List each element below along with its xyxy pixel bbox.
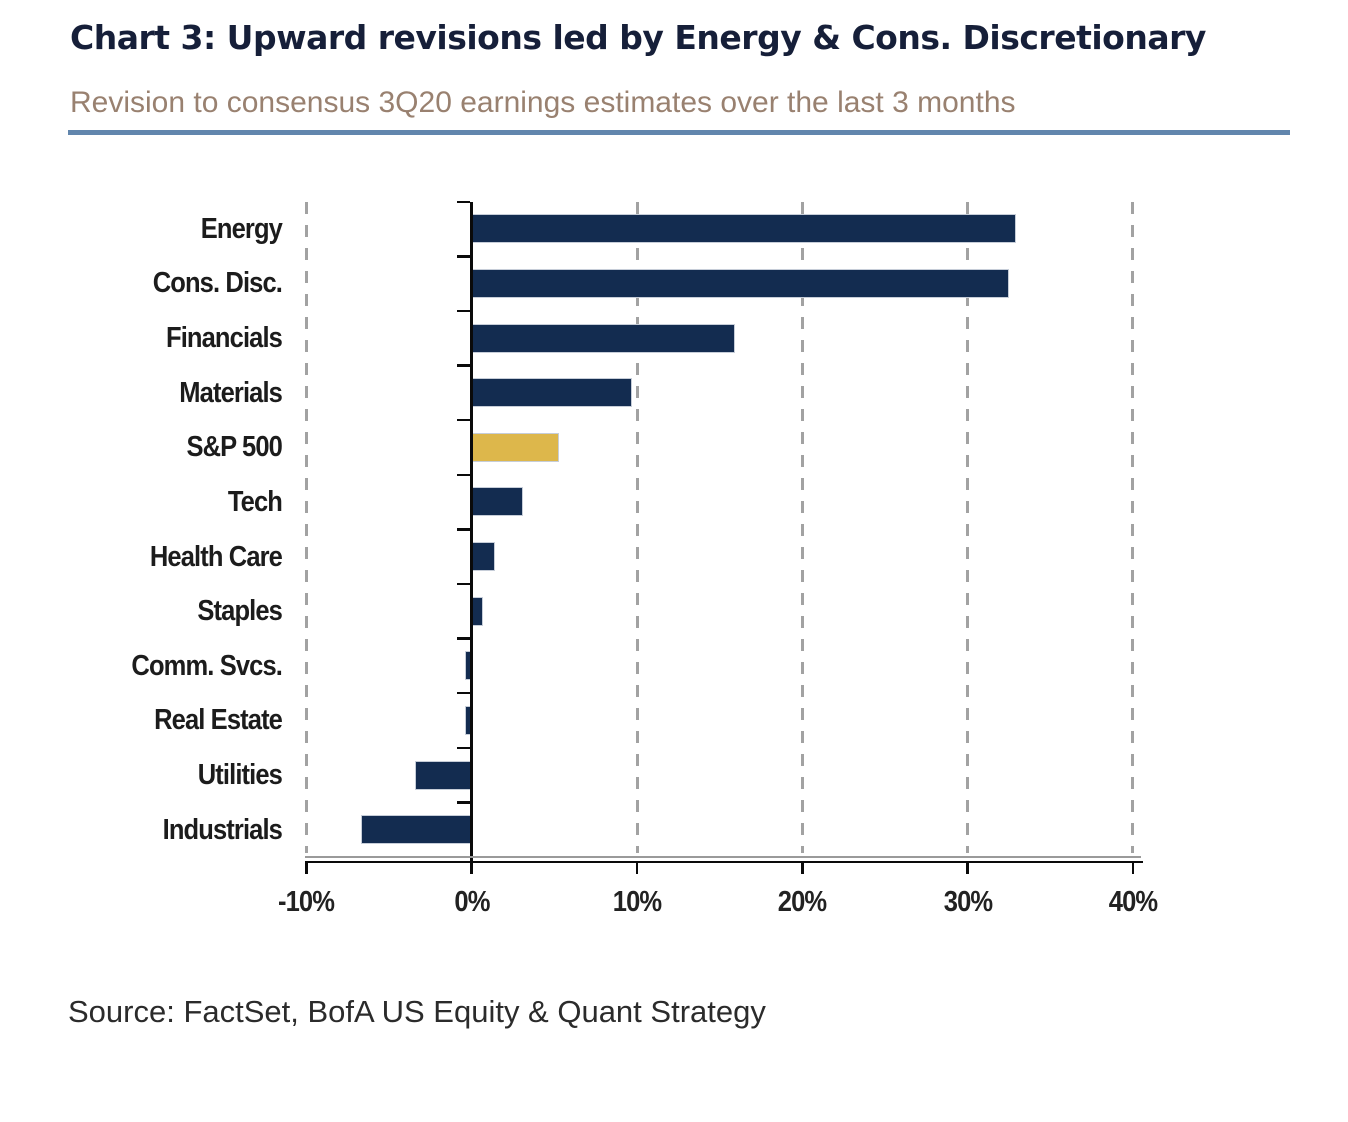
category-label-tech: Tech [227,485,283,518]
gridline-40 [1131,201,1135,853]
category-label-health-care: Health Care [149,540,283,573]
x-axis-tick [1131,860,1135,874]
category-label-cons-disc: Cons. Disc. [152,267,283,300]
bar-financials [471,323,735,353]
bar-industrials [360,815,472,845]
x-tick-label: 20% [778,886,827,918]
x-axis-tick [305,860,308,874]
category-label-comm-svcs: Comm. Svcs. [131,649,282,682]
x-axis-tick [801,860,804,874]
plot-bottom-border [305,855,1141,858]
bar-utilities [415,760,472,790]
gridline--10 [304,201,308,853]
bar-materials [471,378,633,408]
bar-cons-disc [471,268,1009,298]
x-tick-label: 10% [612,886,662,918]
bar-health-care [471,542,495,572]
x-axis-line [305,860,1143,864]
x-axis-tick [635,860,639,874]
x-axis-tick [966,860,969,874]
y-axis-tick [457,200,471,203]
y-axis-tick [457,801,471,804]
category-label-utilities: Utilities [197,759,283,791]
category-label-energy: Energy [200,212,283,245]
y-axis-tick [457,364,471,367]
header-divider-line [68,130,1290,135]
x-axis-tick [470,860,473,874]
x-tick-label: -10% [278,886,335,918]
chart-title: Chart 3: Upward revisions led by Energy … [70,18,1206,57]
category-label-financials: Financials [165,322,283,355]
y-axis-tick [457,746,471,750]
category-label-real-estate: Real Estate [154,704,283,737]
gridline-30 [966,201,970,853]
category-label-industrials: Industrials [162,813,283,846]
y-axis-tick [457,637,471,640]
bar-tech [471,487,523,517]
source-note: Source: FactSet, BofA US Equity & Quant … [68,994,766,1029]
category-label-staples: Staples [197,595,283,628]
y-axis-tick [457,255,471,258]
bar-s-p-500 [471,432,560,462]
x-tick-label: 30% [943,886,992,918]
gridline-20 [800,201,804,853]
y-axis-line [470,201,473,864]
y-axis-tick [457,418,471,422]
bar-staples [471,596,484,626]
y-axis-tick [457,473,471,476]
y-axis-tick [457,692,471,695]
y-axis-tick [457,582,471,586]
category-label-materials: Materials [179,376,283,409]
chart-subtitle: Revision to consensus 3Q20 earnings esti… [70,86,1016,119]
category-label-s-p-500: S&P 500 [186,431,282,464]
bar-energy [471,214,1016,244]
y-axis-tick [457,528,471,531]
y-axis-tick [457,309,471,313]
x-tick-label: 40% [1108,886,1158,918]
x-tick-label: 0% [454,886,490,918]
gridline-10 [635,201,639,853]
